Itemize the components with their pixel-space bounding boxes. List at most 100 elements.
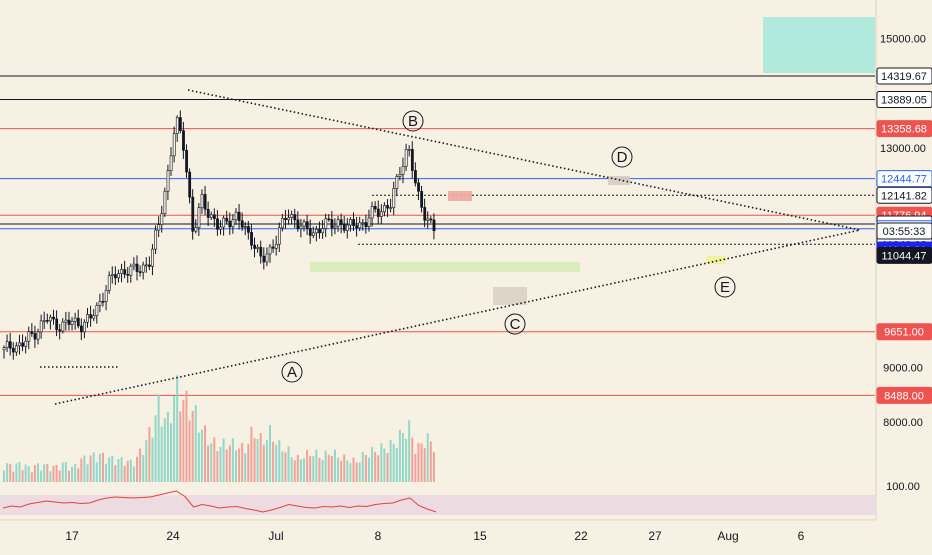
wave-circle-d	[611, 146, 633, 168]
candle-body	[432, 219, 436, 232]
volume-bar	[383, 448, 386, 482]
volume-bar	[92, 452, 95, 482]
candle-body	[274, 243, 278, 249]
volume-bar	[139, 448, 142, 482]
candle-body	[284, 218, 287, 221]
countdown-label: 03:55:33	[883, 226, 926, 238]
time-tick-label: 8	[375, 529, 382, 543]
volume-bar	[340, 460, 343, 482]
candle-body	[206, 208, 210, 218]
time-tick-label: 27	[648, 529, 662, 543]
candle-body	[358, 222, 362, 229]
price-tick-label: 15000.00	[880, 34, 926, 46]
candle-body	[414, 170, 417, 184]
candle-body	[262, 255, 266, 263]
candle-body	[311, 232, 315, 236]
volume-bar	[244, 453, 247, 482]
price-label-bg	[876, 170, 932, 188]
volume-bar	[185, 390, 188, 482]
candle-body	[209, 214, 213, 218]
candle-body	[243, 226, 247, 228]
candle-body	[129, 265, 133, 276]
time-tick-label: 24	[166, 529, 180, 543]
volume-bar	[6, 463, 9, 482]
volume-bar	[15, 463, 18, 482]
candle-body	[234, 211, 238, 221]
candle-body	[30, 331, 34, 334]
volume-bar	[18, 461, 21, 482]
candle-body	[83, 321, 86, 333]
candle-body	[240, 220, 244, 228]
candle-body	[420, 191, 424, 208]
volume-bar	[64, 461, 67, 482]
candle-body	[89, 314, 93, 319]
candle-body	[110, 274, 114, 277]
candle-body	[231, 219, 235, 228]
candle-body	[163, 190, 167, 215]
volume-bar	[408, 420, 411, 482]
candle-body	[401, 166, 405, 175]
candle-body	[287, 217, 291, 221]
volume-bar	[210, 443, 213, 482]
wave-label-e: E	[720, 279, 730, 296]
candle-body	[426, 218, 430, 221]
volume-bar	[405, 438, 408, 482]
candle-body	[157, 224, 161, 231]
volume-bar	[52, 465, 55, 482]
volume-bar	[327, 454, 330, 482]
volume-bar	[213, 437, 216, 482]
candle-body	[24, 340, 28, 347]
volume-bar	[135, 456, 138, 482]
volume-bar	[80, 458, 83, 482]
price-label: 9651.00	[884, 327, 924, 339]
candle-body	[39, 320, 43, 333]
candle-body	[2, 347, 6, 351]
volume-bar	[191, 410, 194, 482]
volume-bar	[170, 423, 173, 482]
volume-bar	[12, 471, 15, 482]
candle-body	[373, 206, 377, 210]
volume-bar	[71, 466, 74, 482]
volume-bar	[163, 418, 166, 482]
volume-bar	[222, 438, 225, 482]
volume-bar	[142, 455, 145, 482]
wave-circle-e	[714, 276, 736, 298]
candle-body	[123, 269, 127, 275]
wave-label-c: C	[510, 316, 521, 333]
volume-bar	[33, 465, 36, 482]
volume-bar	[321, 460, 324, 482]
wave-label-a: A	[287, 364, 297, 381]
candle-body	[200, 194, 204, 208]
candle-body	[349, 219, 352, 226]
candle-body	[120, 269, 124, 274]
price-label-bg	[876, 67, 932, 85]
candle-body	[49, 316, 52, 322]
candle-body	[228, 220, 232, 228]
time-tick-label: 15	[473, 529, 487, 543]
volume-bar	[299, 459, 302, 482]
candle-body	[333, 225, 337, 229]
volume-bar	[108, 457, 111, 482]
volume-bar	[306, 449, 309, 482]
price-label-bg	[876, 386, 932, 404]
candle-body	[398, 174, 402, 177]
candle-body	[107, 275, 111, 291]
volume-bar	[219, 447, 222, 482]
horizontal-levels	[0, 75, 875, 396]
lower-trendline	[54, 229, 861, 405]
volume-bar	[173, 395, 176, 482]
price-label-bg	[876, 186, 932, 204]
candle-body	[247, 226, 250, 233]
volume-bar	[154, 415, 157, 482]
candle-body	[296, 219, 300, 229]
volume-bar	[98, 453, 101, 482]
volume-bar	[259, 433, 262, 482]
volume-bar	[95, 462, 98, 482]
volume-bar	[160, 426, 163, 482]
volume-bar	[89, 455, 92, 482]
volume-bar	[318, 457, 321, 482]
volume-bar	[179, 411, 182, 482]
rsi-indicator	[2, 490, 437, 513]
